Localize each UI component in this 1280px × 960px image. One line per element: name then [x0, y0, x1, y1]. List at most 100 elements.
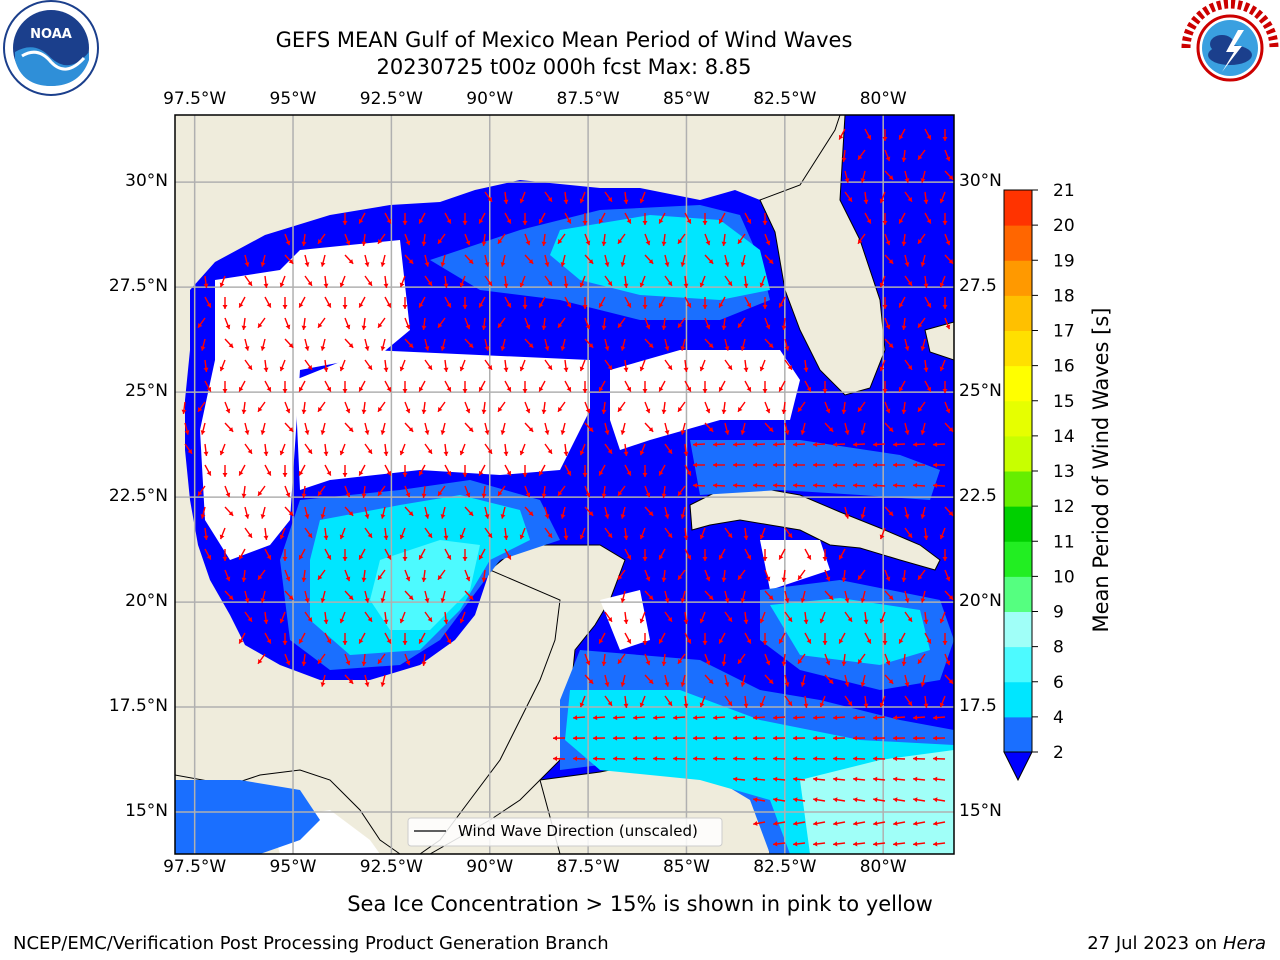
wave-direction-arrowhead [813, 441, 818, 447]
wave-direction-arrowhead [557, 239, 563, 244]
wave-direction-arrowhead [933, 715, 938, 721]
wave-direction-arrowhead [421, 577, 427, 582]
lon-tick-bottom: 85°W [662, 857, 710, 877]
wave-direction-arrowhead [339, 282, 345, 288]
wave-direction-arrowhead [405, 660, 411, 666]
wave-direction-arrowhead [680, 346, 686, 351]
wave-direction-arrowhead [633, 735, 638, 741]
wave-direction-arrowhead [446, 386, 452, 392]
wave-direction-arrowhead [797, 575, 803, 580]
colorbar-segment [1004, 295, 1032, 331]
wave-direction-arrowhead [181, 409, 187, 414]
wave-direction-arrowhead [939, 198, 945, 204]
wave-direction-arrowhead [888, 259, 894, 264]
wave-direction-arrowhead [399, 366, 405, 372]
wave-direction-arrowhead [260, 346, 266, 351]
wave-direction-arrowhead [873, 441, 878, 447]
wave-direction-arrowhead [645, 408, 651, 414]
wave-direction-arrowhead [244, 430, 250, 435]
wave-direction-arrowhead [424, 598, 430, 603]
wave-direction-arrowhead [847, 617, 853, 622]
wave-direction-arrowhead [285, 240, 291, 246]
wave-direction-arrowhead [408, 259, 414, 264]
wave-direction-arrowhead [784, 598, 790, 603]
wave-direction-arrowhead [913, 462, 917, 468]
wave-direction-arrowhead [506, 386, 512, 392]
wave-direction-arrowhead [784, 430, 790, 435]
wave-direction-arrowhead [528, 343, 534, 348]
wave-direction-arrowhead [219, 450, 225, 456]
wave-direction-arrowhead [787, 533, 793, 538]
wave-direction-arrowhead [693, 462, 697, 468]
wave-direction-arrowhead [427, 449, 433, 454]
wave-direction-arrowhead [797, 659, 803, 664]
wave-direction-arrowhead [607, 533, 613, 538]
wave-direction-arrowhead [942, 641, 948, 645]
wave-direction-arrowhead [773, 462, 777, 468]
wave-direction-arrowhead [405, 240, 411, 246]
wave-direction-arrowhead [380, 346, 386, 351]
wave-direction-arrowhead [440, 346, 446, 351]
wave-direction-arrowhead [187, 449, 193, 454]
wave-direction-arrowhead [588, 259, 594, 264]
wave-direction-arrowhead [298, 554, 304, 560]
wave-direction-arrowhead [266, 470, 272, 476]
wave-direction-arrowhead [497, 407, 503, 412]
wave-direction-arrowhead [762, 557, 768, 561]
wave-direction-arrowhead [285, 576, 291, 582]
wave-direction-arrowhead [743, 535, 749, 540]
wave-direction-arrowhead [948, 679, 954, 684]
wave-direction-arrowhead [304, 262, 310, 267]
wave-direction-arrowhead [547, 281, 553, 286]
wave-direction-arrowhead [882, 137, 888, 141]
wave-direction-arrowhead [465, 408, 471, 414]
wave-direction-arrowhead [939, 366, 945, 372]
lat-tick-left: 30°N [125, 171, 168, 192]
wave-direction-arrowhead [753, 797, 758, 803]
lon-tick-bottom: 97.5°W [163, 857, 227, 877]
lat-tick-right: 30°N [959, 171, 1002, 192]
wave-direction-arrowhead [667, 365, 673, 370]
wave-direction-arrowhead [705, 660, 711, 666]
wave-direction-arrowhead [913, 735, 918, 741]
wave-direction-arrowhead [737, 575, 743, 580]
wave-direction-arrowhead [923, 619, 929, 624]
wave-direction-arrowhead [481, 241, 487, 246]
lat-tick-right: 17.5 [959, 696, 997, 717]
lat-tick-left: 25°N [125, 381, 168, 402]
wave-direction-arrowhead [358, 638, 364, 644]
wave-direction-arrowhead [484, 514, 490, 519]
wave-direction-arrowhead [358, 554, 364, 560]
wave-direction-arrowhead [753, 820, 758, 826]
wave-direction-arrowhead [680, 682, 686, 687]
lon-tick-top: 87.5°W [556, 89, 620, 109]
wave-direction-arrowhead [206, 386, 212, 392]
wave-direction-arrowhead [873, 841, 878, 847]
wave-direction-arrowhead [446, 470, 452, 476]
wave-direction-arrowhead [866, 134, 872, 140]
lon-tick-bottom: 82.5°W [753, 857, 817, 877]
colorbar-segment [1004, 576, 1032, 612]
wave-direction-arrowhead [893, 715, 898, 721]
colorbar-segment [1004, 225, 1032, 261]
wave-direction-arrowhead [465, 492, 471, 498]
chart-title: GEFS MEAN Gulf of Mexico Mean Period of … [275, 28, 853, 52]
wave-direction-arrowhead [541, 493, 547, 498]
wave-direction-arrowhead [753, 483, 758, 489]
wave-direction-arrowhead [206, 470, 212, 476]
wave-direction-arrowhead [658, 386, 664, 392]
lon-tick-top: 90°W [466, 89, 514, 109]
wave-direction-arrowhead [383, 535, 389, 540]
colorbar-tick-label: 21 [1053, 181, 1075, 201]
wave-direction-arrowhead [282, 305, 288, 309]
wave-direction-arrowhead [873, 483, 878, 489]
wave-direction-arrowhead [784, 346, 790, 351]
colorbar-tick-label: 9 [1053, 603, 1064, 623]
wave-direction-arrowhead [323, 619, 329, 624]
wave-direction-arrowhead [418, 302, 424, 308]
wave-direction-arrowhead [487, 197, 493, 202]
wave-direction-arrowhead [800, 430, 806, 435]
wave-direction-arrowhead [825, 408, 831, 414]
wave-direction-arrowhead [907, 197, 913, 202]
wave-direction-arrowhead [607, 365, 613, 370]
